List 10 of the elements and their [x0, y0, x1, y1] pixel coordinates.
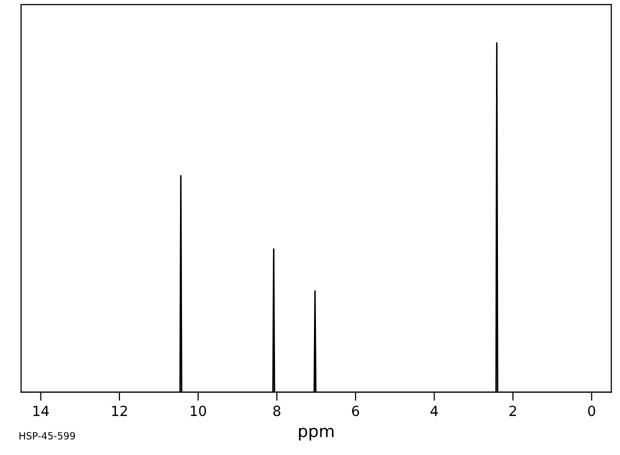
x-tick-label: 10: [190, 406, 206, 416]
x-axis-title: ppm: [299, 428, 334, 441]
x-tick-label: 12: [112, 406, 127, 416]
text: HSP-45-599: [20, 432, 75, 440]
x-tick-label: 0: [588, 406, 596, 416]
x-tick-label: 4: [430, 406, 438, 416]
x-tick-label: 8: [273, 406, 280, 416]
x-tick-label: 6: [352, 406, 360, 416]
x-tick-label: 2: [510, 406, 516, 416]
x-tick-label: 14: [33, 406, 49, 416]
